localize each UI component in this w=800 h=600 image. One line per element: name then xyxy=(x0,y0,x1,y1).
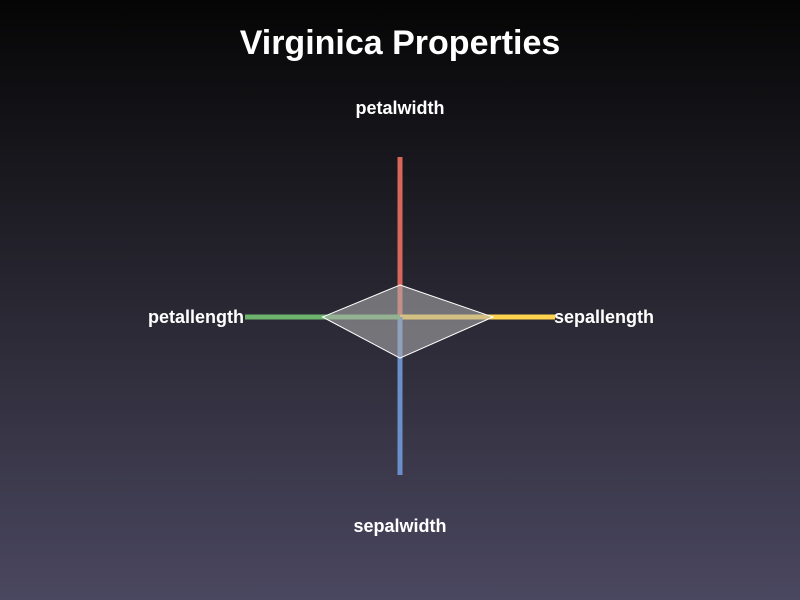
series-polygon-0 xyxy=(321,284,495,359)
series-layer xyxy=(321,284,495,359)
data-point-sepalwidth xyxy=(399,357,401,359)
data-point-sepallength xyxy=(492,316,494,318)
axis-label-sepalwidth: sepalwidth xyxy=(353,516,446,536)
axis-label-sepallength: sepallength xyxy=(554,307,654,327)
axis-label-petallength: petallength xyxy=(148,307,244,327)
axis-label-petalwidth: petalwidth xyxy=(356,98,445,118)
chart-title: Virginica Properties xyxy=(240,24,561,62)
data-point-petalwidth xyxy=(399,284,401,286)
data-point-petallength xyxy=(322,316,323,318)
axis-labels: petalwidth sepallength sepalwidth petalleng… xyxy=(148,98,654,536)
